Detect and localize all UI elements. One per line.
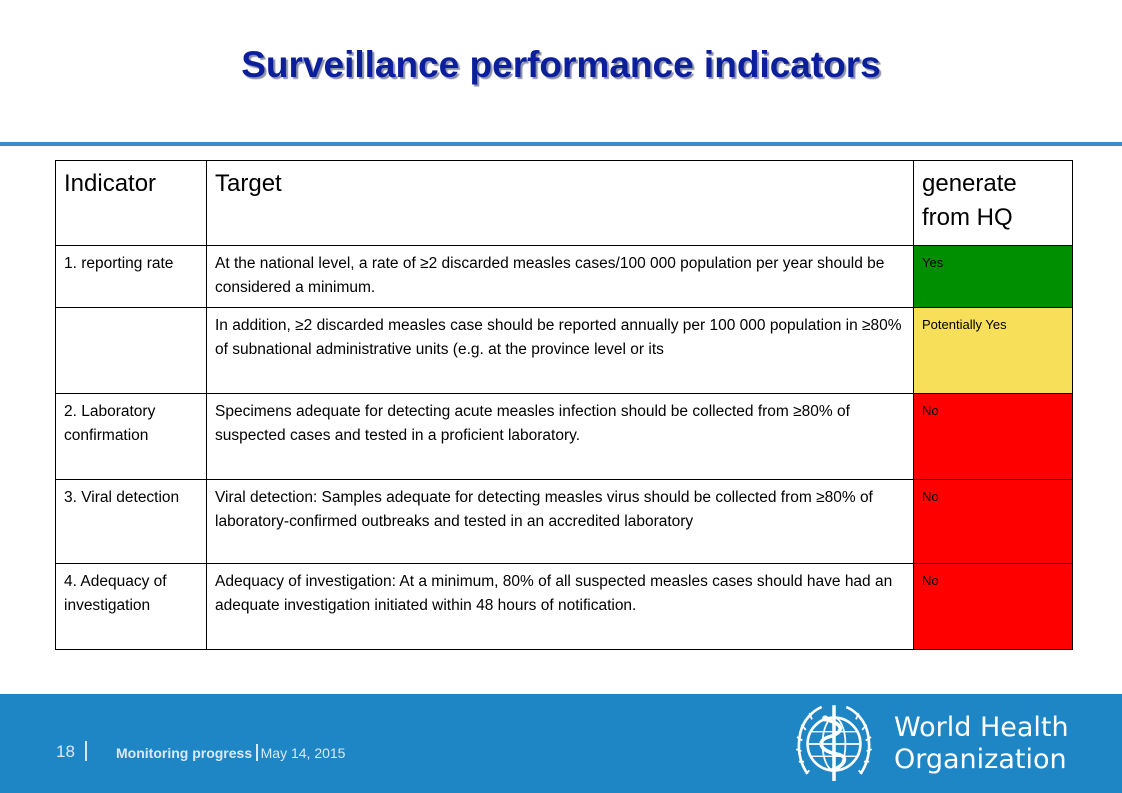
indicators-table: Indicator Target generate from HQ 1. rep… bbox=[55, 160, 1073, 650]
who-wordmark: World Health Organization bbox=[894, 712, 1069, 776]
who-emblem-icon bbox=[795, 705, 873, 781]
hq-status-cell: Potentially Yes bbox=[913, 307, 1073, 394]
slide-title: Surveillance performance indicators bbox=[241, 44, 881, 85]
table-row: In addition, ≥2 discarded measles case s… bbox=[55, 307, 1073, 394]
hq-status-cell: Yes bbox=[913, 245, 1073, 308]
header-indicator: Indicator bbox=[55, 160, 207, 246]
footer-caption: Monitoring progress May 14, 2015 bbox=[116, 744, 345, 761]
who-name-line2: Organization bbox=[894, 744, 1067, 775]
footer-date: May 14, 2015 bbox=[260, 745, 346, 761]
table-row: 3. Viral detection Viral detection: Samp… bbox=[55, 479, 1073, 564]
footer-separator bbox=[85, 741, 87, 761]
header-target: Target bbox=[206, 160, 914, 246]
indicator-cell: 3. Viral detection bbox=[55, 479, 207, 564]
header-hq: generate from HQ bbox=[913, 160, 1073, 246]
indicator-cell: 1. reporting rate bbox=[55, 245, 207, 308]
hq-status-cell: No bbox=[913, 479, 1073, 564]
title-divider bbox=[0, 142, 1122, 146]
page-number: 18 bbox=[56, 742, 75, 761]
table-header-row: Indicator Target generate from HQ bbox=[55, 160, 1073, 246]
who-name-line1: World Health bbox=[894, 712, 1069, 743]
footer-bar: 18 Monitoring progress May 14, 2015 World… bbox=[0, 694, 1122, 793]
indicator-cell: 2. Laboratory confirmation bbox=[55, 393, 207, 480]
target-cell: In addition, ≥2 discarded measles case s… bbox=[206, 307, 914, 394]
hq-status-cell: No bbox=[913, 393, 1073, 480]
table-row: 2. Laboratory confirmation Specimens ade… bbox=[55, 393, 1073, 480]
table-row: 4. Adequacy of investigation Adequacy of… bbox=[55, 563, 1073, 650]
table-row: 1. reporting rate At the national level,… bbox=[55, 245, 1073, 308]
target-cell: At the national level, a rate of ≥2 disc… bbox=[206, 245, 914, 308]
indicator-cell bbox=[55, 307, 207, 394]
hq-status-cell: No bbox=[913, 563, 1073, 650]
target-cell: Adequacy of investigation: At a minimum,… bbox=[206, 563, 914, 650]
footer-section: Monitoring progress bbox=[116, 745, 253, 761]
target-cell: Specimens adequate for detecting acute m… bbox=[206, 393, 914, 480]
target-cell: Viral detection: Samples adequate for de… bbox=[206, 479, 914, 564]
indicator-cell: 4. Adequacy of investigation bbox=[55, 563, 207, 650]
footer-separator bbox=[256, 744, 258, 761]
